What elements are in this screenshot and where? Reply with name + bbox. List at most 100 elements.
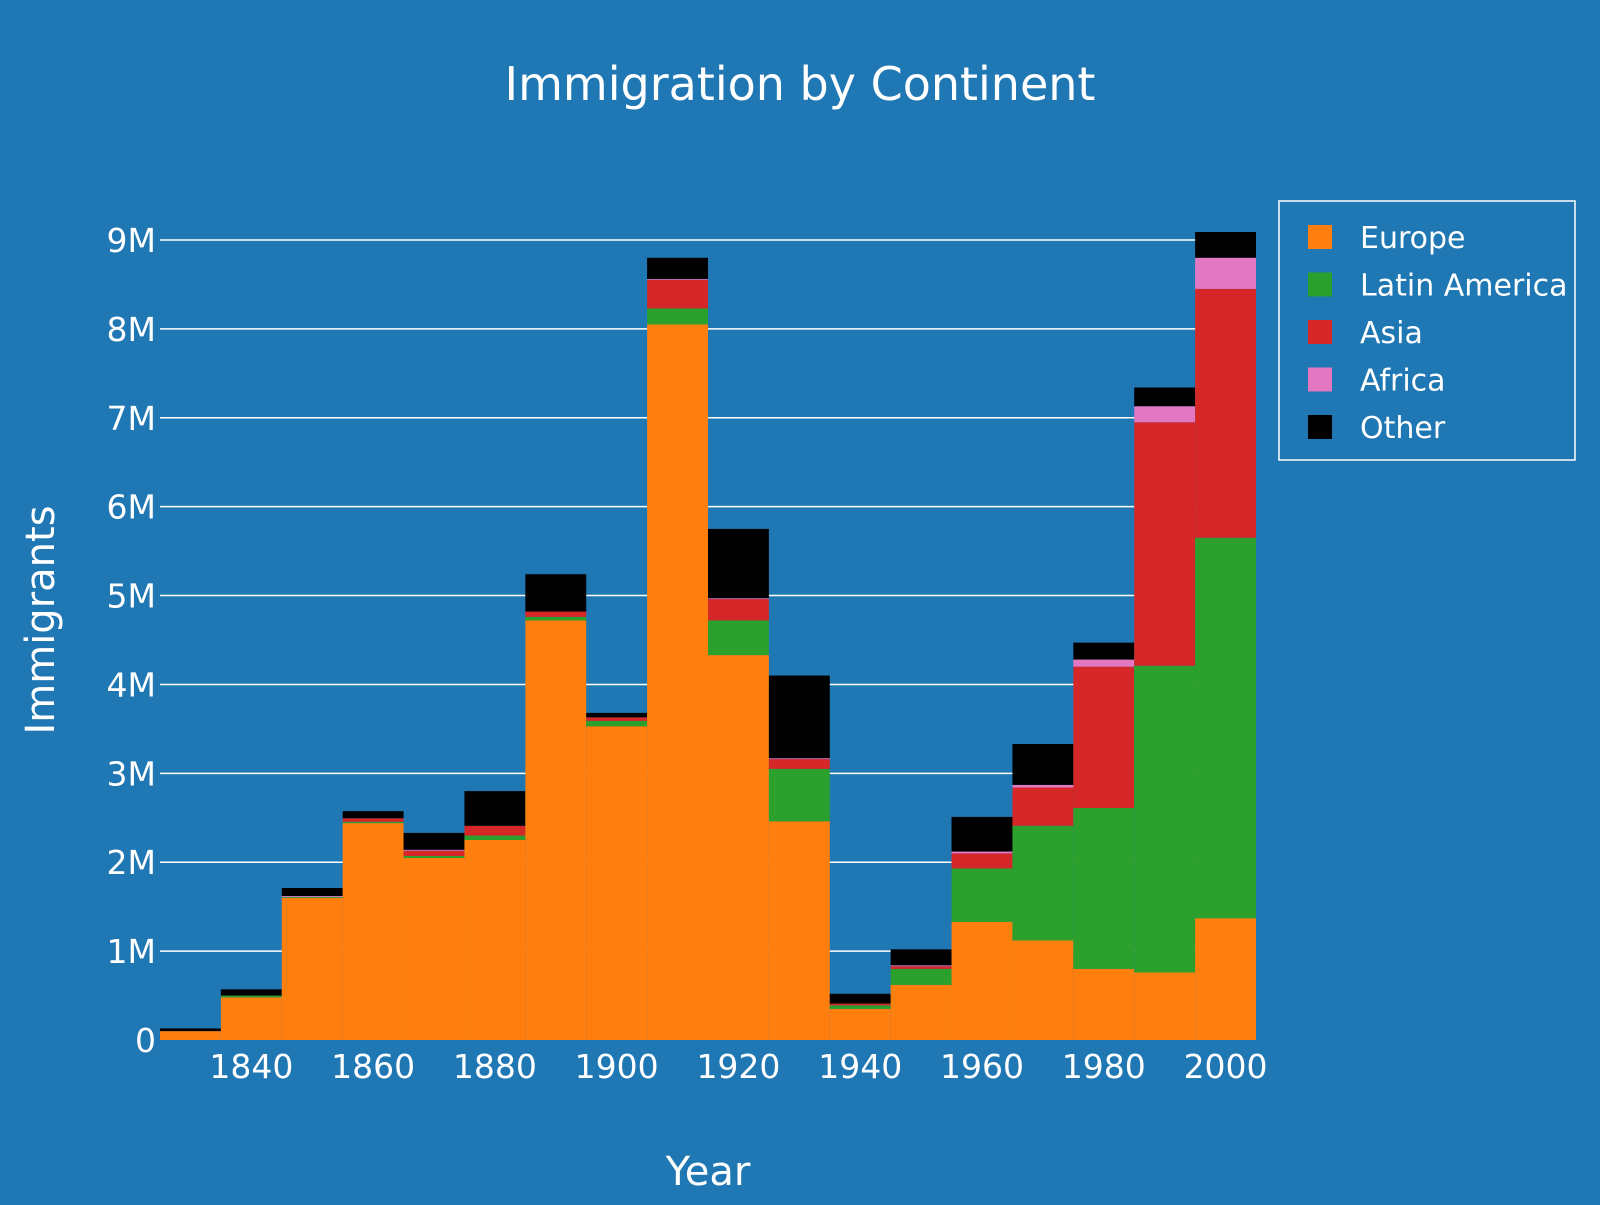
bar-segment-latin-america[interactable] (768, 768, 830, 822)
bar-segment-africa[interactable] (281, 896, 343, 897)
bar-segment-asia[interactable] (829, 1003, 891, 1006)
bar-segment-other[interactable] (1195, 232, 1256, 258)
bar-segment-other[interactable] (464, 791, 526, 826)
bar-segment-other[interactable] (220, 989, 282, 996)
bar-segment-other[interactable] (525, 574, 587, 612)
bar-segment-africa[interactable] (403, 849, 465, 851)
bar-segment-other[interactable] (1012, 744, 1074, 785)
bar-segment-latin-america[interactable] (1073, 808, 1135, 969)
bar-segment-asia[interactable] (1134, 422, 1196, 666)
bar-segment-africa[interactable] (890, 965, 952, 967)
bar-segment-europe[interactable] (220, 997, 282, 1040)
x-tick-label: 1860 (331, 1047, 415, 1086)
bar-segment-asia[interactable] (708, 599, 769, 621)
bar-segment-europe[interactable] (464, 840, 526, 1040)
bar-segment-europe[interactable] (1073, 968, 1135, 1040)
bar-segment-other[interactable] (586, 712, 648, 718)
bar-segment-europe[interactable] (708, 655, 769, 1040)
legend-label: Other (1360, 411, 1446, 446)
y-tick-label: 2M (107, 843, 156, 882)
bar-segment-africa[interactable] (768, 758, 830, 760)
y-axis-title: Immigrants (18, 505, 64, 734)
bar-segment-latin-america[interactable] (342, 821, 404, 824)
bar-segment-latin-america[interactable] (951, 868, 1013, 922)
bar-segment-other[interactable] (281, 888, 343, 896)
bar-segment-europe[interactable] (403, 857, 465, 1040)
legend-swatch (1308, 272, 1332, 297)
bar-segment-europe[interactable] (1134, 972, 1196, 1040)
bar-segment-europe[interactable] (768, 821, 830, 1040)
bar-segment-latin-america[interactable] (525, 616, 587, 621)
bar-segment-latin-america[interactable] (586, 720, 648, 727)
bar-segment-europe[interactable] (829, 1008, 891, 1040)
legend-swatch (1308, 415, 1332, 439)
bar-segment-africa[interactable] (708, 598, 769, 600)
bar-segment-europe[interactable] (586, 726, 648, 1040)
legend-label: Europe (1360, 221, 1466, 256)
bar-segment-africa[interactable] (1012, 784, 1074, 788)
bar-segment-other[interactable] (951, 816, 1013, 852)
bar-segment-europe[interactable] (647, 324, 708, 1040)
x-tick-label: 1880 (453, 1047, 537, 1086)
bar-segment-asia[interactable] (647, 280, 708, 309)
bar-segment-asia[interactable] (403, 850, 465, 856)
x-axis-title: Year (665, 1149, 751, 1195)
bar-segment-asia[interactable] (342, 818, 404, 822)
bar-segment-other[interactable] (647, 257, 708, 280)
bar-segment-asia[interactable] (951, 853, 1013, 869)
bar-segment-other[interactable] (708, 528, 769, 599)
x-tick-label: 2000 (1184, 1047, 1268, 1086)
legend-swatch (1308, 225, 1332, 249)
legend[interactable]: Europe Latin America Asia Africa Other (1278, 200, 1576, 461)
y-axis-ticks: 0 1M 2M 3M 4M 5M 6M 7M 8M 9M (107, 221, 156, 1060)
bar-segment-other[interactable] (768, 675, 830, 759)
y-tick-label: 0 (135, 1021, 156, 1060)
bar-segment-other[interactable] (829, 993, 891, 1004)
x-tick-label: 1900 (575, 1047, 659, 1086)
bar-segment-asia[interactable] (464, 825, 526, 836)
x-tick-label: 1980 (1062, 1047, 1146, 1086)
y-tick-label: 5M (107, 577, 156, 616)
bar-segment-latin-america[interactable] (220, 995, 282, 998)
bar-segment-africa[interactable] (951, 851, 1013, 854)
bar-segment-latin-america[interactable] (708, 620, 769, 656)
bar-segment-europe[interactable] (342, 823, 404, 1040)
bar-segment-asia[interactable] (768, 759, 830, 769)
bar-segment-other[interactable] (342, 811, 404, 819)
legend-label: Latin America (1360, 269, 1568, 304)
bar-segment-africa[interactable] (1134, 406, 1196, 423)
bar-segment-latin-america[interactable] (647, 308, 708, 325)
bar-segment-asia[interactable] (525, 611, 587, 617)
bar-segment-asia[interactable] (1195, 288, 1256, 538)
bar-segment-latin-america[interactable] (890, 968, 952, 985)
chart-title: Immigration by Continent (505, 57, 1096, 111)
bar-segment-asia[interactable] (1012, 787, 1074, 826)
bar-segment-europe[interactable] (281, 897, 343, 1040)
bar-segment-other[interactable] (160, 1028, 221, 1032)
bar-segment-europe[interactable] (1195, 918, 1256, 1040)
bar-segment-latin-america[interactable] (1195, 537, 1256, 919)
bar-segment-europe[interactable] (1012, 940, 1074, 1040)
bar-segment-latin-america[interactable] (281, 896, 343, 898)
bar-segment-other[interactable] (890, 949, 952, 966)
bar-segment-europe[interactable] (525, 620, 587, 1040)
bar-segment-africa[interactable] (1073, 659, 1135, 667)
bar-segment-latin-america[interactable] (1134, 665, 1196, 973)
legend-label: Africa (1360, 364, 1446, 399)
bar-segment-asia[interactable] (586, 717, 648, 721)
bar-segment-other[interactable] (1134, 387, 1196, 407)
bar-segment-europe[interactable] (951, 921, 1013, 1040)
bar-segment-europe[interactable] (160, 1031, 221, 1040)
x-axis-ticks: 1840 1860 1880 1900 1920 1940 1960 1980 2000 (209, 1047, 1267, 1086)
bar-segment-latin-america[interactable] (403, 856, 465, 858)
bar-segment-asia[interactable] (1073, 666, 1135, 808)
bar-segment-other[interactable] (403, 832, 465, 850)
bar-segment-asia[interactable] (890, 966, 952, 969)
bar-segment-europe[interactable] (890, 984, 952, 1040)
bar-segment-latin-america[interactable] (829, 1005, 891, 1009)
bar-segment-latin-america[interactable] (464, 835, 526, 840)
bar-segment-other[interactable] (1073, 642, 1135, 660)
bar-segment-africa[interactable] (647, 279, 708, 280)
bar-segment-africa[interactable] (1195, 257, 1256, 289)
bar-segment-latin-america[interactable] (1012, 825, 1074, 941)
